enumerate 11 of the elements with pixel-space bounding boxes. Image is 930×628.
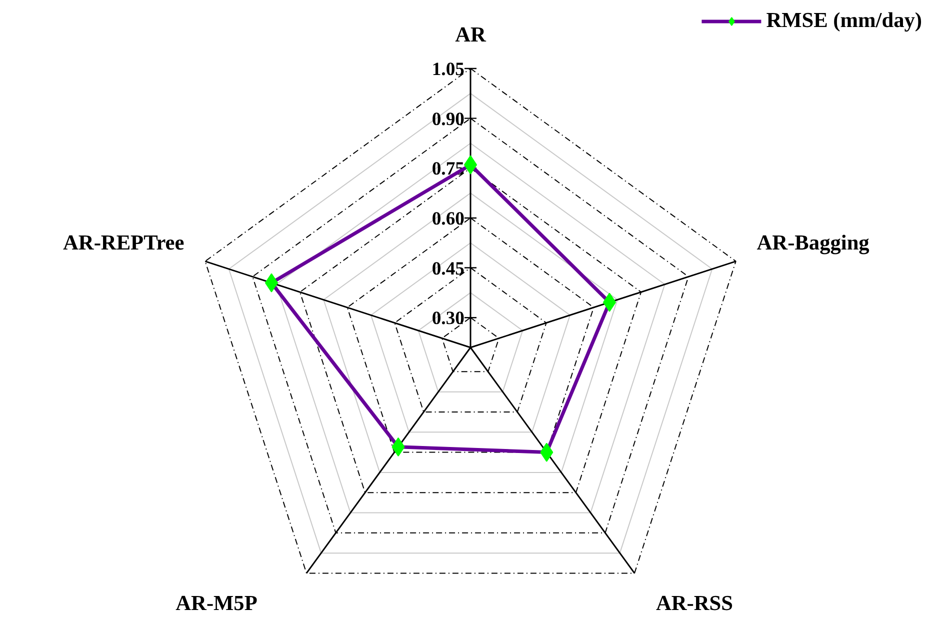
spoke-label: AR-Bagging — [756, 230, 870, 254]
y-tick-label: 0.30 — [432, 308, 465, 330]
spoke-label: AR — [455, 22, 486, 46]
y-tick-label: 1.05 — [432, 59, 465, 80]
spoke-label: AR-RSS — [656, 591, 734, 616]
spoke-label: AR-M5P — [176, 591, 258, 616]
y-tick-label: 0.60 — [432, 208, 465, 230]
spoke-label: AR-REPTree — [63, 230, 184, 254]
y-tick-label: 0.45 — [432, 258, 465, 280]
y-tick-label: 0.90 — [432, 108, 465, 130]
legend-label: RMSE (mm/day) — [766, 8, 922, 33]
